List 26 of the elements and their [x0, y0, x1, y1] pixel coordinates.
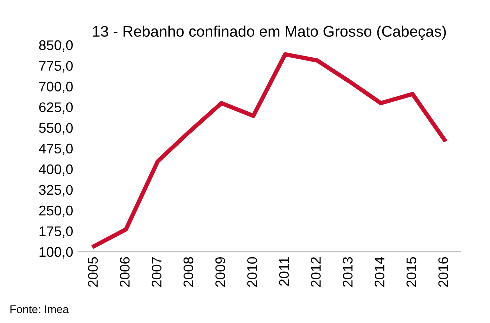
line-series — [92, 52, 447, 249]
chart-title: 13 - Rebanho confinado em Mato Grosso (Cabeças) — [93, 26, 446, 40]
y-tick-label: 850,0 — [39, 40, 73, 52]
x-tick-label: 2016 — [438, 257, 448, 287]
x-tick-label: 2011 — [279, 257, 290, 286]
x-tick-label: 2009 — [216, 257, 226, 287]
y-tick-label: 400,0 — [39, 164, 73, 176]
x-tick-label: 2007 — [152, 257, 162, 287]
y-tick-label: 775,0 — [40, 61, 73, 73]
y-tick-label: 325,0 — [39, 185, 73, 197]
y-tick-label: 250,0 — [39, 206, 73, 218]
x-tick-label: 2012 — [311, 257, 322, 287]
y-tick-label: 625,0 — [39, 102, 73, 114]
y-tick-label: 100,0 — [40, 247, 73, 259]
x-tick-label: 2008 — [184, 257, 194, 287]
x-tick-label: 2014 — [374, 257, 385, 287]
y-tick-label: 700,0 — [40, 82, 73, 94]
x-tick-label: 2010 — [247, 257, 258, 287]
y-tick-label: 475,0 — [39, 144, 73, 156]
x-tick-label: 2005 — [88, 257, 98, 287]
source-note: Fonte: Imea — [10, 306, 70, 314]
y-tick-label: 175,0 — [40, 226, 73, 238]
x-tick-label: 2015 — [406, 257, 417, 287]
x-tick-label: 2013 — [343, 257, 353, 287]
x-tick-label: 2006 — [120, 257, 130, 287]
y-tick-label: 550,0 — [39, 123, 73, 135]
